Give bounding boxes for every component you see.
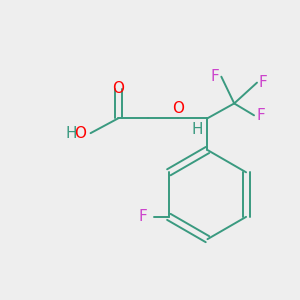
Text: H: H (191, 122, 202, 137)
Text: F: F (211, 69, 219, 84)
Text: F: F (138, 209, 147, 224)
Text: F: F (256, 108, 265, 123)
Text: F: F (259, 75, 268, 90)
Text: O: O (112, 81, 124, 96)
Text: O: O (172, 101, 184, 116)
Text: O: O (75, 126, 87, 141)
Text: H: H (65, 126, 77, 141)
